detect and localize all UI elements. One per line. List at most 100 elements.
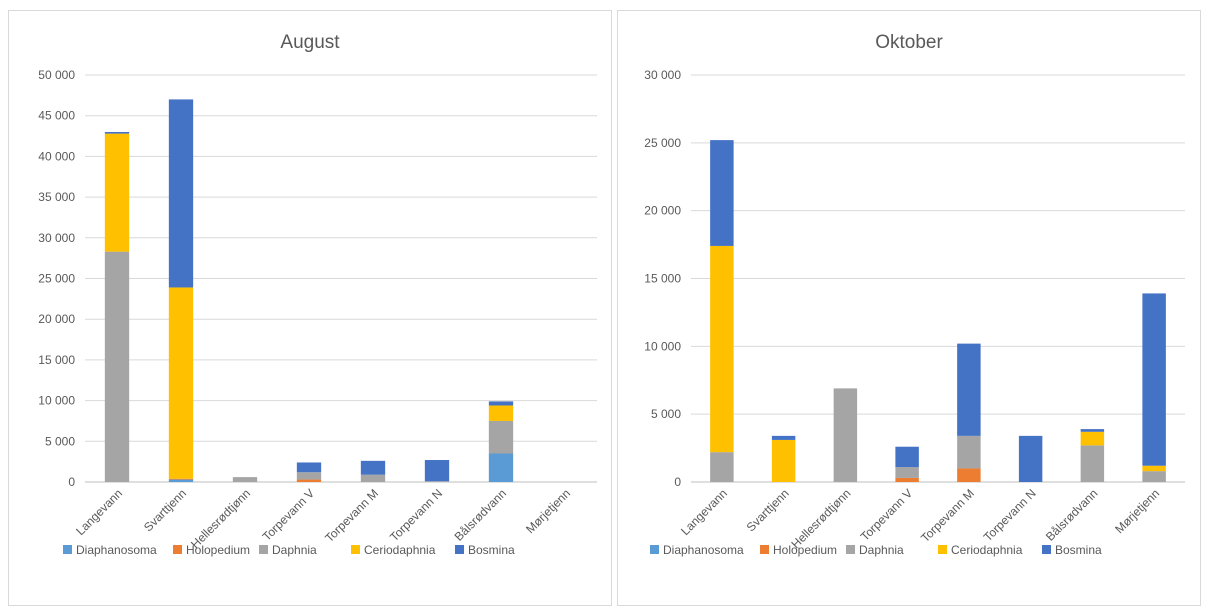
- legend-swatch: [173, 545, 182, 554]
- y-tick-label: 30 000: [38, 231, 75, 245]
- bar-daphnia-torpevann-v: [296, 472, 322, 480]
- category-label: Torpevann M: [918, 486, 977, 545]
- legend-label: Holopedium: [773, 543, 837, 557]
- bar-ceriodaphnia-balsrodvann: [1080, 431, 1105, 446]
- category-label: Svarttjenn: [744, 486, 792, 534]
- category-label: Torpevann N: [981, 486, 1039, 544]
- legend-item-bosmina: Bosmina: [455, 543, 515, 557]
- category-label: Torpevann N: [387, 486, 445, 544]
- bar-bosmina-torpevann-v: [296, 462, 322, 473]
- legend-swatch: [351, 545, 360, 554]
- y-tick-label: 5 000: [45, 434, 75, 448]
- bar-bosmina-langevann: [710, 140, 734, 246]
- legend-swatch: [846, 545, 855, 554]
- bar-bosmina-langevann: [104, 131, 130, 134]
- y-tick-label: 10 000: [644, 339, 681, 353]
- legend-item-bosmina: Bosmina: [1042, 543, 1102, 557]
- legend-item-ceriodaphnia: Ceriodaphnia: [351, 543, 436, 557]
- bar-bosmina-balsrodvann: [1080, 429, 1105, 432]
- y-tick-label: 15 000: [644, 272, 681, 286]
- category-label: Mørjetjenn: [1112, 486, 1162, 536]
- bar-ceriodaphnia-svarttjenn: [168, 287, 194, 479]
- legend-label: Ceriodaphnia: [951, 543, 1023, 557]
- y-tick-label: 40 000: [38, 149, 75, 163]
- bar-daphnia-torpevann-m: [360, 474, 386, 482]
- y-tick-label: 20 000: [38, 312, 75, 326]
- bar-daphnia-langevann: [104, 251, 130, 482]
- bar-bosmina-torpevann-m: [360, 460, 386, 475]
- legend-label: Ceriodaphnia: [364, 543, 436, 557]
- chart-title: Oktober: [875, 32, 943, 53]
- category-label: Svarttjenn: [141, 486, 189, 534]
- bar-daphnia-torpevann-v: [895, 467, 919, 478]
- y-tick-label: 5 000: [651, 407, 681, 421]
- bar-bosmina-torpevann-v: [895, 446, 919, 468]
- chart-august: August 0 5 000 10 000 15 000 20 000 25 000 30 0…: [8, 10, 612, 606]
- legend-item-daphnia: Daphnia: [259, 543, 317, 557]
- category-label: Torpevann V: [858, 486, 916, 544]
- legend-swatch: [760, 545, 769, 554]
- category-label: Torpevann V: [260, 486, 318, 544]
- bar-diaphanosoma-balsrodvann: [488, 453, 514, 482]
- y-tick-label: 25 000: [38, 272, 75, 286]
- bar-daphnia-morjetjenn: [1142, 471, 1166, 482]
- bar-daphnia-torpevann-m: [957, 435, 981, 469]
- bar-daphnia-hellesrodtjonn: [833, 388, 858, 482]
- bar-bosmina-svarttjenn: [771, 435, 796, 440]
- legend-swatch: [650, 545, 659, 554]
- y-tick-label: 15 000: [38, 353, 75, 367]
- category-label: Hellesrødtjønn: [788, 486, 853, 551]
- bar-bosmina-balsrodvann: [488, 401, 514, 406]
- bar-ceriodaphnia-svarttjenn: [771, 439, 796, 482]
- category-label: Torpevann M: [322, 486, 381, 545]
- chart-oktober-svg: Oktober 0 5 000 10 000 15 000 20 000 25 000 30 …: [644, 32, 1185, 557]
- legend-label: Bosmina: [1055, 543, 1102, 557]
- category-label: Langevann: [678, 486, 730, 538]
- legend-item-ceriodaphnia: Ceriodaphnia: [938, 543, 1023, 557]
- legend-item-holopedium: Holopedium: [760, 543, 837, 557]
- bar-daphnia-langevann: [710, 452, 734, 482]
- y-tick-label: 50 000: [38, 68, 75, 82]
- bar-bosmina-svarttjenn: [168, 99, 194, 288]
- bar-bosmina-torpevann-m: [957, 343, 981, 436]
- y-tick-label: 30 000: [644, 68, 681, 82]
- legend-label: Holopedium: [186, 543, 250, 557]
- bar-holopedium-torpevann-v: [296, 479, 322, 482]
- bar-holopedium-torpevann-m: [957, 468, 981, 482]
- bar-holopedium-svarttjenn: [168, 478, 194, 480]
- legend-label: Diaphanosoma: [76, 543, 157, 557]
- y-tick-label: 45 000: [38, 109, 75, 123]
- y-tick-label: 20 000: [644, 204, 681, 218]
- category-label: Mørjetjenn: [523, 486, 573, 536]
- legend-item-diaphanosoma: Diaphanosoma: [63, 543, 157, 557]
- bar-daphnia-hellesrodtjonn: [232, 477, 258, 482]
- bar-daphnia-torpevann-n: [424, 481, 450, 482]
- bar-ceriodaphnia-balsrodvann: [488, 405, 514, 421]
- chart-title: August: [280, 32, 340, 53]
- legend-label: Diaphanosoma: [663, 543, 744, 557]
- bar-bosmina-torpevann-n: [424, 460, 450, 482]
- chart-oktober: Oktober 0 5 000 10 000 15 000 20 000 25 000 30 …: [617, 10, 1201, 606]
- bar-ceriodaphnia-langevann: [710, 245, 734, 453]
- legend-label: Bosmina: [468, 543, 515, 557]
- legend-label: Daphnia: [859, 543, 904, 557]
- y-tick-label: 0: [68, 475, 75, 489]
- legend-swatch: [259, 545, 268, 554]
- category-label: Bålsrødvann: [1043, 486, 1101, 544]
- category-label: Bålsrødvann: [452, 486, 510, 544]
- legend-item-diaphanosoma: Diaphanosoma: [650, 543, 744, 557]
- bar-daphnia-balsrodvann: [488, 420, 514, 454]
- bar-diaphanosoma-svarttjenn: [168, 479, 194, 482]
- legend-label: Daphnia: [272, 543, 317, 557]
- legend-item-daphnia: Daphnia: [846, 543, 904, 557]
- bar-bosmina-torpevann-n: [1018, 435, 1043, 482]
- bar-bosmina-morjetjenn: [1142, 293, 1166, 466]
- y-tick-label: 35 000: [38, 190, 75, 204]
- legend-item-holopedium: Holopedium: [173, 543, 250, 557]
- bar-ceriodaphnia-morjetjenn: [1142, 465, 1166, 472]
- legend-swatch: [63, 545, 72, 554]
- y-tick-label: 0: [674, 475, 681, 489]
- legend-swatch: [938, 545, 947, 554]
- chart-august-svg: August 0 5 000 10 000 15 000 20 000 25 000 30 0…: [38, 32, 597, 557]
- category-label: Langevann: [73, 486, 125, 538]
